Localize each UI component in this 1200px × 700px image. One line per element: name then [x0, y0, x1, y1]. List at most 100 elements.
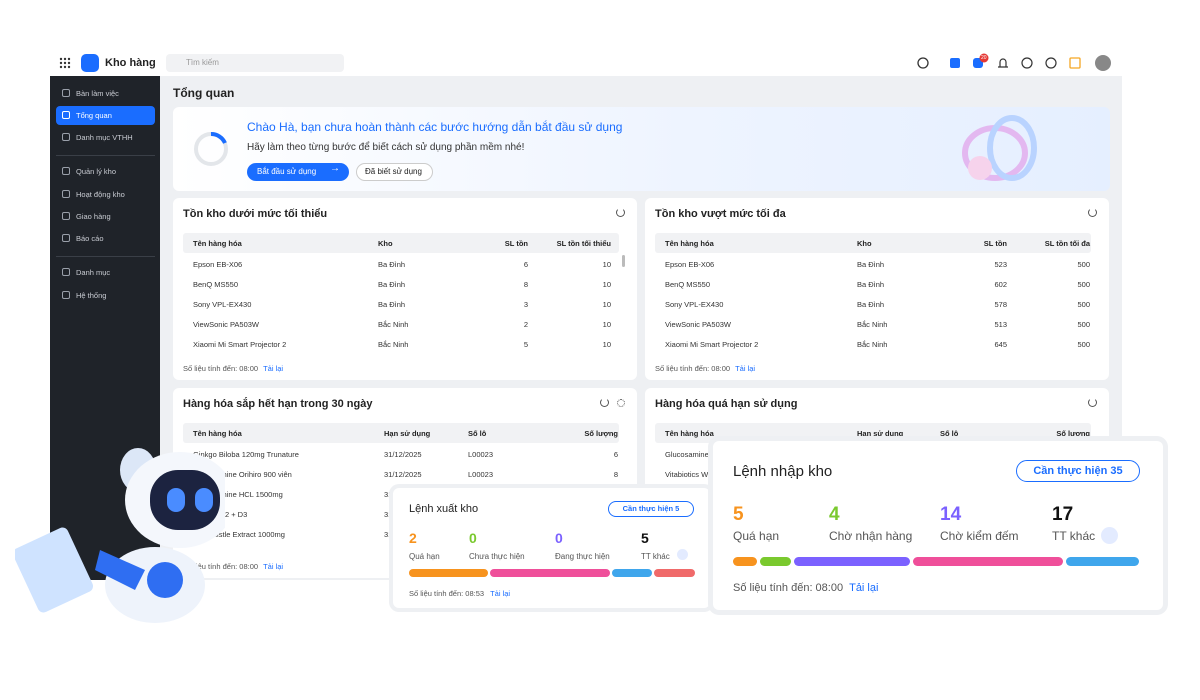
table-cell: 6 [613, 450, 618, 459]
stat-value: 5 [733, 504, 744, 525]
refresh-icon[interactable] [1088, 208, 1097, 217]
table-cell: L00023 [468, 450, 494, 459]
table-cell: 10 [602, 320, 611, 329]
known-button-label: Đã biết sử dụng [365, 167, 422, 176]
table-header [183, 423, 619, 443]
sidebar-icon [62, 133, 70, 141]
refresh-icon[interactable] [600, 398, 609, 407]
column-header: Kho [378, 239, 393, 248]
app-name[interactable]: Kho hàng [105, 57, 156, 69]
table-header [655, 423, 1091, 443]
search-box[interactable] [166, 54, 344, 72]
sidebar-icon [62, 89, 70, 97]
table-cell: Glucosamine Orihiro 900 viên [193, 470, 292, 479]
column-header: SL tồn tối đa [1044, 239, 1090, 248]
reload-link[interactable]: Tải lại [735, 364, 756, 373]
column-header: Tên hàng hóa [665, 429, 714, 438]
status-segment [612, 569, 652, 577]
table-cell: Milk Thistle Extract 1000mg [193, 530, 285, 539]
reload-link[interactable]: Tải lại [490, 589, 511, 598]
data-timestamp: Số liệu tính đến: 08:00 Tải lại [655, 364, 756, 373]
status-segment [760, 557, 791, 566]
scrollbar [622, 255, 625, 267]
table-cell: Ginkgo Biloba 120mg Trunature [193, 450, 299, 459]
status-segment [409, 569, 488, 577]
start-button[interactable] [247, 163, 349, 181]
data-timestamp: Số liệu tính đến: 08:00 Tải lại [733, 582, 879, 594]
refresh-icon[interactable] [1088, 398, 1097, 407]
more-button[interactable] [677, 549, 688, 560]
table-cell: Glucosamine HCL 1500mg [193, 490, 283, 499]
stat-value: 0 [555, 530, 563, 546]
sidebar-icon [62, 167, 70, 175]
sidebar-item[interactable]: Báo cáo [76, 234, 104, 243]
sidebar-item[interactable]: Danh mục [76, 268, 111, 277]
settings-icon[interactable] [617, 399, 625, 407]
table-header [655, 233, 1091, 253]
toolbar-icons[interactable] [912, 53, 1112, 73]
table-cell: 8 [613, 470, 618, 479]
stat-value: 4 [829, 504, 840, 525]
start-button-label: Bắt đầu sử dụng [257, 167, 317, 176]
column-header: Số lô [468, 429, 487, 438]
table-cell: 602 [994, 280, 1007, 289]
sidebar-icon [62, 234, 70, 242]
table-cell: 523 [994, 260, 1007, 269]
table-cell: 500 [1077, 260, 1090, 269]
sidebar-item[interactable]: Hệ thống [76, 291, 107, 300]
sidebar-item[interactable]: Tổng quan [76, 111, 112, 120]
table-cell: Bắc Ninh [378, 320, 409, 329]
action-pill[interactable]: Cần thực hiện 35 [1016, 460, 1140, 482]
notification-badge: 20 [981, 55, 987, 61]
table-cell: 500 [1077, 340, 1090, 349]
stat-label: Quá hạn [409, 552, 440, 561]
table-cell: 10 [602, 340, 611, 349]
sidebar-item[interactable]: Giao hàng [76, 212, 111, 221]
banner-text: Hãy làm theo từng bước để biết cách sử d… [247, 142, 525, 153]
stat-label: Đang thực hiện [555, 552, 610, 561]
import-card [713, 441, 1163, 610]
status-segment [913, 557, 1063, 566]
table-cell: 6 [523, 260, 528, 269]
logo [81, 54, 99, 72]
stat-value: 5 [641, 530, 649, 546]
data-timestamp: Số liệu tính đến: 08:00 Tải lại [183, 562, 284, 571]
sidebar-item[interactable]: Quản lý kho [76, 167, 117, 176]
sidebar-item[interactable]: Danh mục VTHH [76, 133, 133, 142]
table-cell: Ba Đình [857, 260, 885, 269]
table-cell: Bắc Ninh [857, 340, 888, 349]
status-segment [490, 569, 610, 577]
reload-link[interactable]: Tải lại [263, 364, 284, 373]
apps-icon[interactable] [58, 56, 72, 70]
sidebar-item[interactable]: Bàn làm việc [76, 89, 119, 98]
table-cell: L00023 [468, 470, 494, 479]
stat-label: Quá hạn [733, 529, 780, 543]
reload-link[interactable]: Tải lại [849, 582, 879, 594]
column-header: Tên hàng hóa [665, 239, 714, 248]
column-header: SL tồn [983, 239, 1007, 248]
known-button[interactable] [356, 163, 433, 181]
sidebar-icon [62, 212, 70, 220]
column-header: Hạn sử dụng [384, 429, 431, 438]
column-header: Tên hàng hóa [193, 429, 242, 438]
table-cell: Ba Đình [857, 300, 885, 309]
table-cell: 31/12/2025 [384, 450, 422, 459]
status-bar [409, 569, 695, 577]
table-cell: 10 [602, 280, 611, 289]
sidebar-item[interactable]: Hoạt động kho [76, 190, 125, 199]
panel-title: Hàng hóa sắp hết hạn trong 30 ngày [183, 398, 373, 410]
column-header: Số lượng [1056, 429, 1090, 438]
status-segment [1066, 557, 1139, 566]
action-pill[interactable]: Cần thực hiện 5 [608, 501, 694, 517]
divider [56, 155, 155, 156]
panel-title: Tồn kho vượt mức tối đa [655, 208, 786, 220]
column-header: Số lượng [584, 429, 618, 438]
stat-value: 14 [940, 504, 962, 525]
refresh-icon[interactable] [616, 208, 625, 217]
table-cell: Vitabiotics Wellwoman [665, 470, 740, 479]
card-title: Lệnh xuất kho [409, 503, 479, 515]
table-cell: 3 [523, 300, 528, 309]
reload-link[interactable]: Tải lại [263, 562, 284, 571]
more-button[interactable] [1101, 527, 1118, 544]
table-cell: Xiaomi Mi Smart Projector 2 [665, 340, 759, 349]
